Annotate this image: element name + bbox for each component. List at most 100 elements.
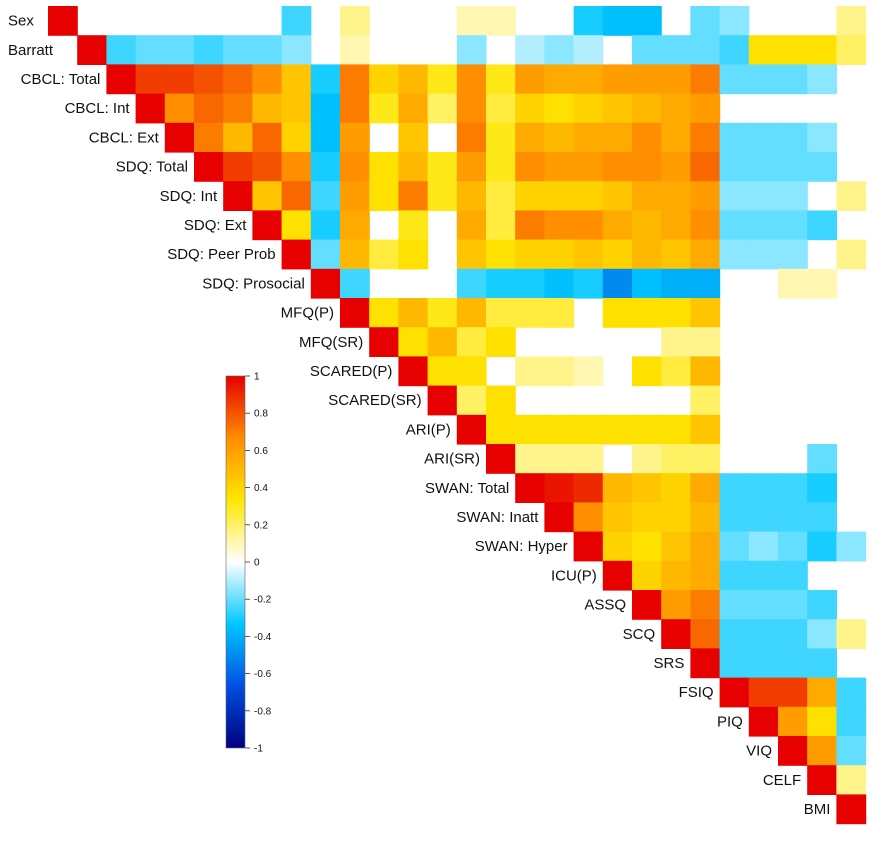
heatmap-cell [427,385,458,416]
heatmap-cell [836,706,867,737]
heatmap-cell [748,181,779,211]
heatmap-cell [456,122,487,153]
heatmap-cell [573,531,604,562]
row-label: SCARED(SR) [328,392,421,409]
heatmap-cell [106,64,137,95]
heatmap-cell [602,239,633,270]
heatmap-cell [748,590,779,620]
heatmap-cell [486,268,516,299]
heatmap-cell [515,414,545,445]
heatmap-cell [690,122,721,153]
heatmap-cell [486,298,516,328]
heatmap-cell [223,122,253,153]
heatmap-cell [602,6,633,36]
heatmap-cell [661,444,691,474]
heatmap-cell [369,298,399,328]
heatmap-cell [456,93,487,124]
heatmap-cell [398,152,429,182]
heatmap-cell [602,560,633,591]
heatmap-cell [573,473,604,503]
heatmap-cell [690,560,721,591]
heatmap-cell [340,152,370,182]
heatmap-cell [719,6,750,36]
heatmap-cell [427,93,458,124]
heatmap-cell [252,93,283,124]
heatmap-cell [690,181,721,211]
colorbar-tick-label: -0.6 [254,669,272,680]
heatmap-cell [807,35,837,65]
heatmap-cell [690,239,721,270]
heatmap-cell [602,210,633,241]
heatmap-cell [135,35,166,65]
heatmap-cell [778,590,808,620]
colorbar-tick-label: -0.4 [254,632,272,643]
heatmap-cell [310,268,341,299]
heatmap-cell [661,590,691,620]
heatmap-cell [719,590,750,620]
heatmap-cell [807,210,837,241]
heatmap-cell [77,35,107,65]
row-label: CELF [763,772,801,789]
heatmap-cell [544,122,575,153]
heatmap-cell [690,268,721,299]
heatmap-cell [632,181,662,211]
heatmap-cell [690,473,721,503]
heatmap-cell [690,210,721,241]
colorbar-tick-label: 0 [254,558,260,569]
heatmap-cell [515,152,545,182]
heatmap-cell [719,35,750,65]
heatmap-cell [632,6,662,36]
heatmap-cell [486,181,516,211]
row-label: SCQ [623,626,656,643]
heatmap-cell [310,210,341,241]
heatmap-cell [573,210,604,241]
heatmap-cell [456,210,487,241]
heatmap-cell [573,64,604,95]
heatmap-cell [515,64,545,95]
heatmap-cell [807,765,837,795]
heatmap-cell [486,210,516,241]
heatmap-cell [807,473,837,503]
heatmap-cell [778,210,808,241]
heatmap-cell [573,93,604,124]
heatmap-cell [690,356,721,387]
heatmap-cell [690,327,721,357]
heatmap-cell [369,181,399,211]
heatmap-cell [778,122,808,153]
heatmap-cell [748,677,779,708]
colorbar: 1 0.8 0.6 0.4 0.2 0 -0.2 -0.4 -0.6 -0.8 -1 [225,372,272,755]
row-label: SWAN: Total [425,480,509,497]
heatmap-cell [807,706,837,737]
heatmap-cell [398,356,429,387]
heatmap-cell [369,152,399,182]
heatmap-cell [602,502,633,533]
heatmap-cell [661,64,691,95]
heatmap-cell [515,356,545,387]
heatmap-cell [456,35,487,65]
heatmap-cell [456,327,487,357]
heatmap-cell [164,93,195,124]
heatmap-cell [778,473,808,503]
heatmap-cell [369,64,399,95]
heatmap-cell [602,122,633,153]
heatmap-cell [164,35,195,65]
heatmap-cell [748,239,779,270]
row-label: SDQ: Int [160,188,218,205]
heatmap-cell [661,502,691,533]
heatmap-cell [748,560,779,591]
heatmap-cell [632,268,662,299]
heatmap-cell [719,531,750,562]
heatmap-cell [778,181,808,211]
heatmap-cell [252,210,283,241]
heatmap-cell [748,706,779,737]
heatmap-cell [427,152,458,182]
heatmap-cell [223,93,253,124]
row-label: SDQ: Prosocial [202,275,305,292]
row-label: SCARED(P) [310,363,393,380]
heatmap-cells [48,6,867,825]
heatmap-cell [807,268,837,299]
heatmap-cell [456,6,487,36]
heatmap-cell [223,35,253,65]
heatmap-cell [573,6,604,36]
